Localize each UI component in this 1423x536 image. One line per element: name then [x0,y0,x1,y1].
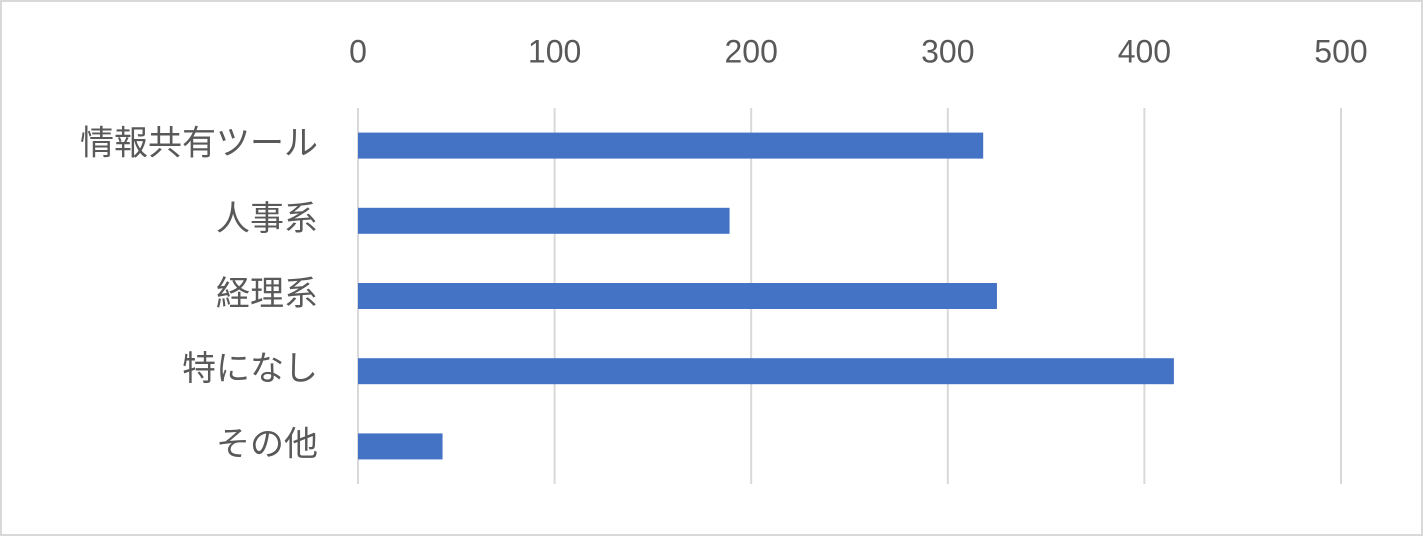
x-tick-label: 0 [349,33,367,69]
y-tick-label: 情報共有ツール [80,125,318,163]
bar [358,358,1174,385]
x-tick-label: 400 [1118,33,1171,69]
x-tick-label: 100 [528,33,581,69]
bar [358,283,997,309]
x-tick-label: 200 [725,33,778,69]
y-tick-label: 人事系 [216,200,318,238]
y-tick-label: 経理系 [216,275,318,313]
bar [358,207,730,234]
y-tick-label: 特になし [182,350,318,388]
x-tick-label: 300 [921,33,974,69]
bar [358,433,443,460]
bar [358,132,984,159]
x-tick-label: 500 [1314,33,1367,69]
y-tick-label: その他 [216,425,318,463]
